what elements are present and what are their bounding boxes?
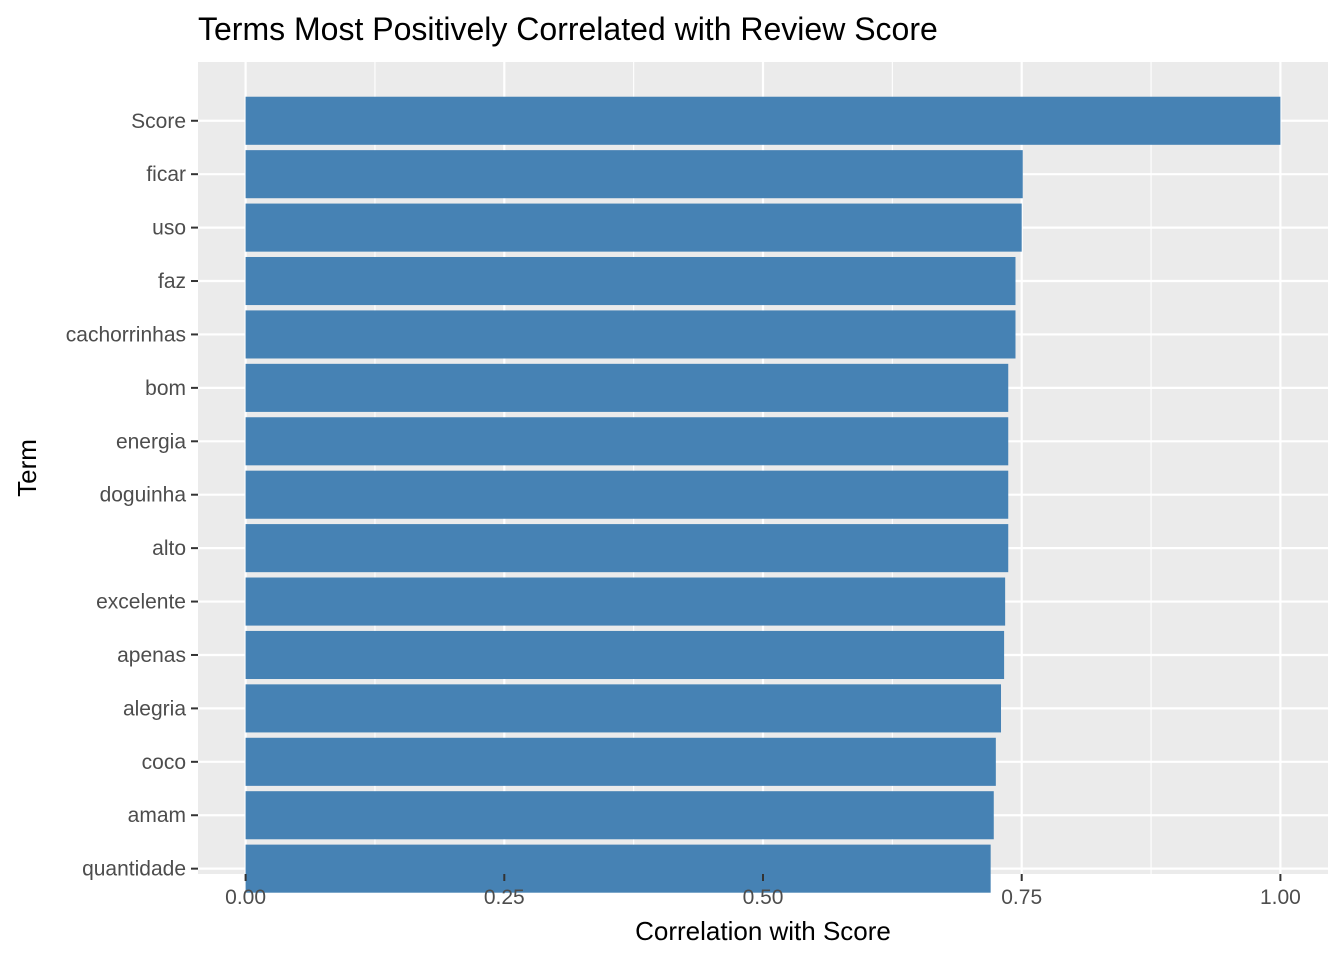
y-tick-label: faz: [158, 270, 186, 293]
y-tick-label: ficar: [146, 163, 186, 186]
bar-energia: [245, 417, 1009, 466]
x-tick-label: 0.00: [225, 886, 266, 909]
y-tick-label: Score: [131, 110, 186, 133]
bar-faz: [245, 256, 1016, 306]
y-tick-label: excelente: [96, 591, 186, 614]
bar-quantidade: [245, 844, 991, 893]
x-tick-label: 0.75: [1001, 886, 1042, 909]
x-tick-label: 0.25: [484, 886, 525, 909]
bar-bom: [245, 363, 1009, 412]
bar-Score: [245, 96, 1281, 145]
y-tick-label: energia: [116, 430, 186, 453]
y-tick-label: coco: [142, 751, 186, 774]
chart-title: Terms Most Positively Correlated with Re…: [198, 11, 938, 47]
bar-cachorrinhas: [245, 310, 1016, 359]
x-tick-label: 0.50: [743, 886, 784, 909]
bar-amam: [245, 791, 994, 840]
y-tick-label: amam: [128, 804, 186, 827]
bar-uso: [245, 203, 1022, 252]
y-tick-label: doguinha: [100, 484, 187, 507]
bar-excelente: [245, 577, 1006, 626]
bar-apenas: [245, 630, 1005, 680]
bar-alegria: [245, 684, 1002, 733]
bar-ficar: [245, 150, 1023, 199]
bar-coco: [245, 737, 996, 786]
bars: [245, 96, 1281, 893]
y-tick-label: uso: [152, 217, 186, 240]
x-tick-label: 1.00: [1260, 886, 1301, 909]
x-axis: 0.00 0.25 0.50 0.75 1.00: [225, 874, 1301, 909]
bar-alto: [245, 524, 1009, 573]
y-tick-label: apenas: [117, 644, 186, 667]
y-axis-title: Term: [12, 439, 42, 497]
y-tick-label: quantidade: [82, 858, 186, 881]
y-tick-label: alto: [152, 537, 186, 560]
x-axis-title: Correlation with Score: [635, 916, 891, 946]
y-tick-label: bom: [145, 377, 186, 400]
y-tick-label: alegria: [123, 697, 186, 720]
y-axis: Score ficar uso faz cachorrinhas bom energia do…: [66, 110, 198, 881]
bar-doguinha: [245, 470, 1009, 519]
y-tick-label: cachorrinhas: [66, 323, 186, 346]
